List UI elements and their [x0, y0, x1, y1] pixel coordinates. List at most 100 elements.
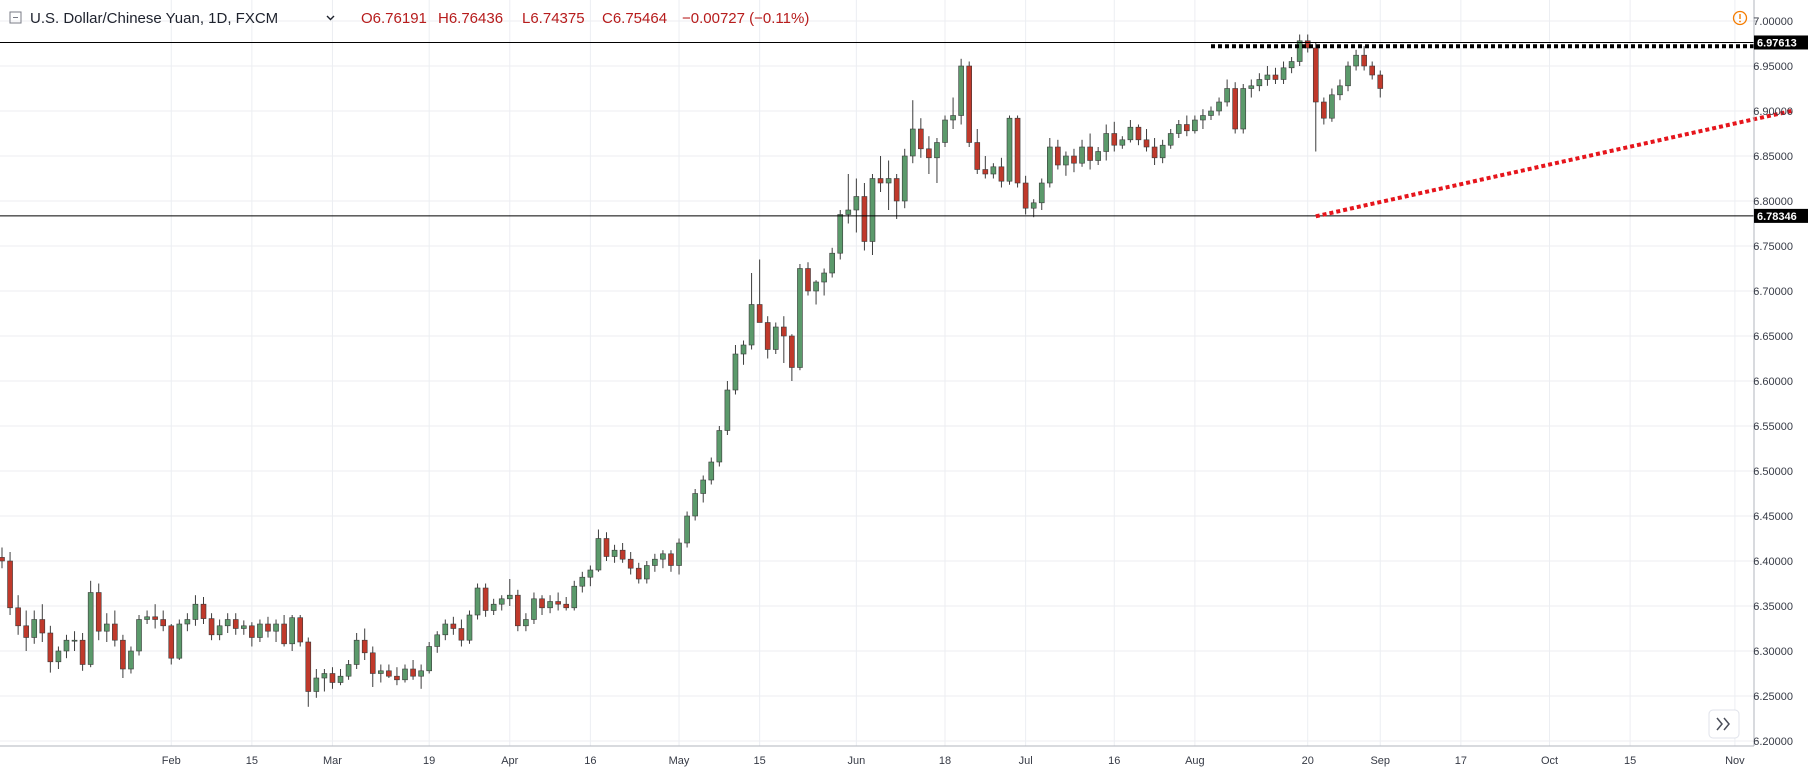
price-level-badge: [1754, 35, 1808, 50]
candle-body: [337, 675, 344, 683]
candle-body: [120, 639, 126, 670]
candle-body: [1369, 65, 1375, 76]
candlestick-series: [0, 34, 1384, 707]
price-level-labels: 6.97613 6.78346: [1754, 35, 1808, 223]
chevron-down-icon[interactable]: [326, 15, 335, 21]
candle: [192, 595, 199, 626]
candle: [1159, 139, 1166, 164]
candle: [579, 571, 586, 593]
ohlc-high: H6.76436: [438, 10, 503, 27]
candle-body: [1143, 139, 1150, 148]
candle: [249, 622, 255, 647]
candle-body: [635, 567, 642, 580]
candle: [1208, 106, 1214, 120]
candle-body: [1014, 117, 1021, 184]
candle-body: [1192, 119, 1198, 132]
price-tick-label: 7.00000: [1753, 16, 1793, 28]
candle-body: [1063, 155, 1069, 166]
scroll-to-realtime-icon[interactable]: [1708, 709, 1740, 739]
candle: [1022, 175, 1029, 215]
candle-body: [305, 641, 312, 692]
candle: [1361, 46, 1367, 71]
time-tick-label: Jul: [1019, 755, 1033, 767]
candle-body: [1151, 146, 1158, 159]
candle-body: [595, 538, 602, 571]
price-tick-label: 6.25000: [1753, 691, 1793, 703]
price-axis[interactable]: 7.00000 6.95000 6.90000 6.85000 6.80000 6.750…: [1753, 16, 1793, 748]
candle-body: [345, 664, 352, 677]
candle-body: [200, 603, 207, 619]
candle-body: [869, 178, 876, 242]
candle: [1272, 67, 1279, 84]
candle: [95, 583, 102, 641]
candle-body: [386, 670, 392, 677]
candle-body: [579, 576, 586, 587]
candle: [668, 550, 674, 572]
time-axis[interactable]: Feb 15 Mar 19 Apr 16 May 15 Jun 18 Jul 16 Aug 20 Sep 17…: [162, 755, 1745, 767]
time-tick-label: Sep: [1370, 755, 1390, 767]
candle-body: [1103, 133, 1110, 152]
chart-grid: [0, 0, 1754, 746]
ohlc-change: −0.00727 (−0.11%): [682, 10, 809, 27]
candle: [1280, 61, 1287, 84]
candle-body: [369, 652, 376, 674]
candle: [1216, 97, 1222, 116]
candle: [450, 616, 457, 635]
candle-body: [724, 389, 731, 431]
candle-body: [297, 617, 304, 643]
candle-body: [643, 565, 650, 580]
candle: [716, 426, 723, 467]
candle-body: [1240, 88, 1247, 130]
candle: [79, 633, 86, 671]
price-level-label: 6.97613: [1757, 37, 1797, 49]
time-tick-label: Mar: [323, 755, 342, 767]
candle-body: [329, 673, 336, 683]
candle-body: [966, 65, 973, 143]
price-tick-label: 6.30000: [1753, 646, 1793, 658]
candle: [1071, 148, 1077, 173]
candle-body: [1022, 182, 1029, 209]
candle-body: [184, 619, 191, 625]
candle-body: [603, 538, 610, 557]
alert-circle-icon[interactable]: [1732, 10, 1748, 26]
candle-body: [103, 623, 110, 632]
candle-body: [1135, 126, 1142, 141]
candle: [595, 529, 602, 572]
candle-body: [982, 169, 989, 175]
candle: [724, 381, 731, 435]
collapse-square-icon[interactable]: [9, 11, 22, 24]
candle-body: [1006, 117, 1013, 182]
candle-body: [1208, 110, 1214, 116]
candle-body: [136, 619, 142, 652]
price-tick-label: 6.55000: [1753, 421, 1793, 433]
candle-body: [176, 623, 183, 659]
candle: [934, 138, 940, 183]
candle: [321, 669, 328, 692]
candle-body: [547, 601, 553, 609]
candle-body: [909, 128, 916, 157]
candle-body: [410, 668, 416, 677]
candle-body: [1200, 115, 1206, 121]
price-tick-label: 6.20000: [1753, 736, 1793, 748]
price-tick-label: 6.65000: [1753, 331, 1793, 343]
candle: [676, 538, 682, 575]
candle: [1337, 79, 1343, 101]
candle-body: [23, 625, 29, 638]
candle-body: [160, 619, 166, 627]
candle-body: [781, 326, 787, 337]
candle-body: [1232, 88, 1238, 130]
time-tick-label: Apr: [501, 755, 518, 767]
candle-body: [490, 603, 497, 611]
candle-body: [652, 558, 658, 566]
candle-body: [361, 639, 368, 654]
candle-body: [893, 178, 900, 202]
candle-body: [1329, 94, 1335, 119]
candle-body: [1175, 124, 1182, 134]
candle: [756, 259, 763, 323]
candle-body: [692, 493, 698, 517]
candle-body: [418, 670, 424, 677]
symbol-title[interactable]: U.S. Dollar/Chinese Yuan, 1D, FXCM: [30, 10, 278, 27]
ohlc-open: O6.76191: [361, 10, 427, 27]
